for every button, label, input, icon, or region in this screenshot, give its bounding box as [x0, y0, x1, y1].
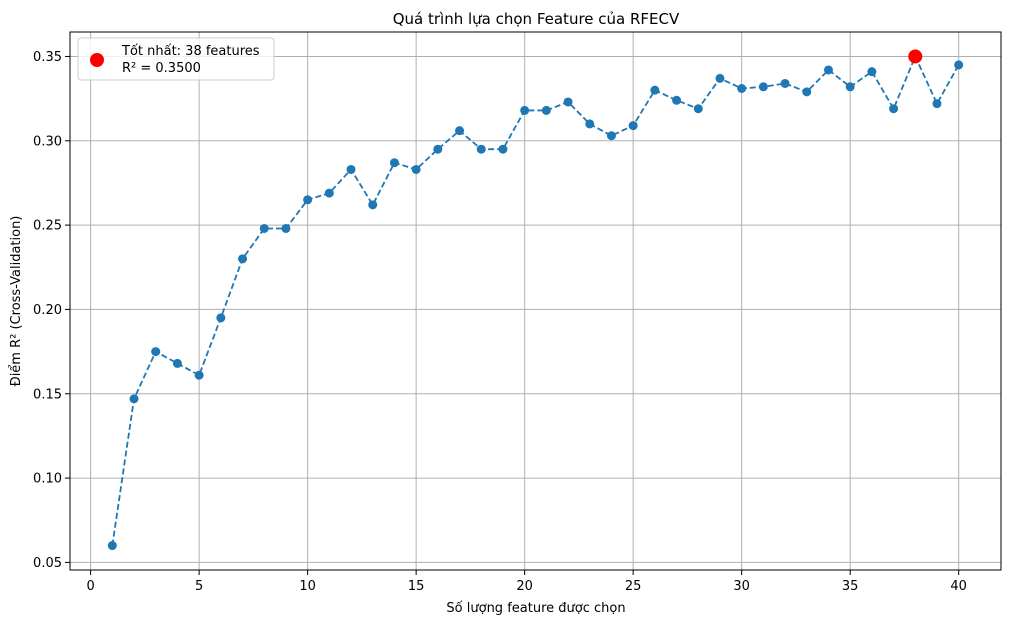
x-axis-ticks: 0 5 10 15 20 25 30 35 40: [86, 570, 967, 594]
data-point: [628, 121, 638, 131]
y-tick-label: 0.05: [33, 556, 62, 571]
legend-label-line1: Tốt nhất: 38 features: [121, 44, 260, 59]
data-point: [455, 126, 465, 136]
data-point: [216, 313, 226, 323]
data-point: [194, 370, 204, 380]
series-line: [111, 54, 960, 546]
data-point: [107, 541, 117, 551]
series-points-group: [107, 51, 964, 551]
data-point: [476, 144, 486, 154]
data-point: [259, 223, 269, 233]
chart-title: Quá trình lựa chọn Feature của RFECV: [393, 10, 680, 28]
data-point: [737, 83, 747, 93]
data-point: [715, 73, 725, 83]
data-point: [498, 144, 508, 154]
data-point: [954, 60, 964, 70]
x-tick-label: 25: [625, 579, 642, 594]
data-point: [693, 104, 703, 114]
data-point: [238, 254, 248, 264]
plot-frame: [69, 31, 1002, 571]
data-point: [151, 347, 161, 357]
data-point: [650, 85, 660, 95]
data-point: [368, 200, 378, 210]
data-point: [129, 394, 139, 404]
y-tick-label: 0.30: [33, 134, 62, 149]
data-point: [324, 188, 334, 198]
data-point: [541, 105, 551, 115]
data-point: [303, 195, 313, 205]
data-point: [889, 104, 899, 114]
data-point: [585, 119, 595, 129]
y-tick-label: 0.35: [33, 50, 62, 65]
x-tick-label: 15: [408, 579, 425, 594]
data-point: [932, 99, 942, 109]
y-tick-label: 0.20: [33, 303, 62, 318]
data-point: [802, 87, 812, 97]
legend: Tốt nhất: 38 features R² = 0.3500: [77, 37, 275, 81]
legend-box: [77, 37, 275, 81]
data-point: [281, 223, 291, 233]
data-point: [823, 65, 833, 75]
data-point: [520, 105, 530, 115]
series-line-group: [111, 54, 960, 546]
legend-label-line2: R² = 0.3500: [122, 61, 201, 76]
x-tick-label: 5: [195, 579, 203, 594]
data-point: [780, 78, 790, 88]
data-point: [672, 95, 682, 105]
legend-marker: [90, 53, 104, 67]
data-point: [758, 82, 768, 92]
data-point: [867, 67, 877, 77]
y-tick-label: 0.10: [33, 472, 62, 487]
y-tick-label: 0.25: [33, 219, 62, 234]
best-point-marker: [908, 49, 923, 64]
data-point: [172, 358, 182, 368]
y-axis-title: Điểm R² (Cross-Validation): [9, 216, 24, 387]
data-point: [606, 131, 616, 141]
x-tick-label: 35: [842, 579, 859, 594]
x-axis-title: Số lượng feature được chọn: [446, 601, 625, 616]
y-axis-ticks: 0.05 0.10 0.15 0.20 0.25 0.30 0.35: [33, 50, 70, 571]
data-point: [389, 158, 399, 168]
best-point-group: [908, 49, 923, 64]
x-tick-label: 20: [516, 579, 533, 594]
data-point: [411, 164, 421, 174]
data-point: [563, 97, 573, 107]
x-tick-label: 40: [950, 579, 967, 594]
data-point: [346, 164, 356, 174]
y-tick-label: 0.15: [33, 387, 62, 402]
data-point: [433, 144, 443, 154]
x-tick-label: 30: [733, 579, 750, 594]
x-tick-label: 0: [86, 579, 94, 594]
x-tick-label: 10: [299, 579, 316, 594]
data-point: [845, 82, 855, 92]
